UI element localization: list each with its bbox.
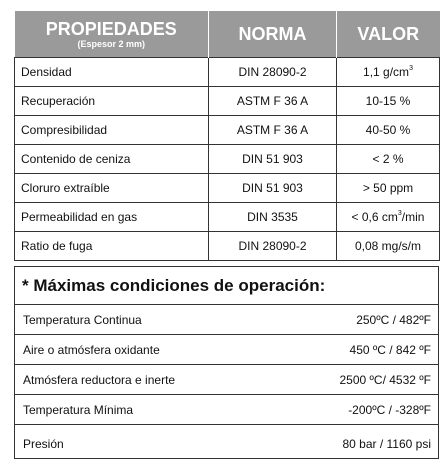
table-row: Cloruro extraíble DIN 51 903 > 50 ppm bbox=[14, 173, 440, 203]
row-valor: 1,1 g/cm3 bbox=[336, 57, 440, 87]
row-norma: ASTM F 36 A bbox=[208, 115, 337, 145]
row-norma: ASTM F 36 A bbox=[208, 86, 337, 116]
row-valor: < 2 % bbox=[336, 144, 440, 174]
list-item: Presión 80 bar / 1160 psi bbox=[15, 425, 438, 463]
operating-conditions-box: * Máximas condiciones de operación: Temp… bbox=[14, 266, 439, 459]
condition-value: 250ºC / 482ºF bbox=[356, 312, 431, 327]
condition-label: Presión bbox=[23, 437, 64, 451]
header-propiedades: PROPIEDADES (Espesor 2 mm) bbox=[14, 11, 209, 58]
condition-label: Aire o atmósfera oxidante bbox=[23, 342, 160, 357]
row-valor: < 0,6 cm3/min bbox=[336, 202, 440, 232]
row-valor-unit: /min bbox=[401, 210, 425, 224]
list-item: Temperatura Continua 250ºC / 482ºF bbox=[15, 305, 438, 335]
row-valor: > 50 ppm bbox=[336, 173, 440, 203]
list-item: Atmósfera reductora e inerte 2500 ºC/ 45… bbox=[15, 365, 438, 395]
properties-table: PROPIEDADES (Espesor 2 mm) NORMA VALOR D… bbox=[14, 11, 440, 261]
row-valor: 10-15 % bbox=[336, 86, 440, 116]
row-property: Recuperación bbox=[14, 86, 209, 116]
list-item: Aire o atmósfera oxidante 450 ºC / 842 º… bbox=[15, 335, 438, 365]
row-property: Cloruro extraíble bbox=[14, 173, 209, 203]
header-norma: NORMA bbox=[208, 11, 337, 58]
condition-label: Temperatura Mínima bbox=[23, 402, 134, 417]
header-espesor-note: (Espesor 2 mm) bbox=[77, 38, 146, 49]
condition-value: 450 ºC / 842 ºF bbox=[349, 342, 431, 357]
table-row: Densidad DIN 28090-2 1,1 g/cm3 bbox=[14, 57, 440, 87]
row-valor: 0,08 mg/s/m bbox=[336, 231, 440, 261]
row-valor-text: < 2 % bbox=[372, 152, 404, 166]
row-norma: DIN 28090-2 bbox=[208, 57, 337, 87]
table-row: Ratio de fuga DIN 28090-2 0,08 mg/s/m bbox=[14, 231, 440, 261]
row-property: Compresibilidad bbox=[14, 115, 209, 145]
list-item: Temperatura Mínima -200ºC / -328ºF bbox=[15, 395, 438, 425]
condition-value: 2500 ºC/ 4532 ºF bbox=[339, 372, 432, 387]
row-valor-text: > 50 ppm bbox=[362, 181, 414, 195]
row-norma: DIN 3535 bbox=[208, 202, 337, 232]
row-valor-text: 40-50 % bbox=[365, 123, 411, 137]
row-norma: DIN 51 903 bbox=[208, 144, 337, 174]
row-property: Contenido de ceniza bbox=[14, 144, 209, 174]
row-property: Densidad bbox=[14, 57, 209, 87]
row-property: Ratio de fuga bbox=[14, 231, 209, 261]
row-norma: DIN 28090-2 bbox=[208, 231, 337, 261]
row-valor-text: 10-15 % bbox=[365, 94, 411, 108]
header-propiedades-label: PROPIEDADES bbox=[45, 18, 177, 39]
row-valor-exponent: 3 bbox=[409, 65, 413, 72]
condition-value: -200ºC / -328ºF bbox=[348, 402, 431, 417]
row-valor: 40-50 % bbox=[336, 115, 440, 145]
table-row: Recuperación ASTM F 36 A 10-15 % bbox=[14, 86, 440, 116]
row-property: Permeabilidad en gas bbox=[14, 202, 209, 232]
operating-conditions-title: * Máximas condiciones de operación: bbox=[15, 267, 438, 305]
table-header-row: PROPIEDADES (Espesor 2 mm) NORMA VALOR bbox=[14, 11, 440, 58]
table-row: Permeabilidad en gas DIN 3535 < 0,6 cm3/… bbox=[14, 202, 440, 232]
table-row: Contenido de ceniza DIN 51 903 < 2 % bbox=[14, 144, 440, 174]
row-valor-text: 0,08 mg/s/m bbox=[354, 239, 422, 253]
condition-value: 80 bar / 1160 psi bbox=[342, 437, 431, 451]
condition-label: Atmósfera reductora e inerte bbox=[23, 372, 176, 387]
row-valor-text: 1,1 g/cm bbox=[363, 65, 410, 79]
header-valor: VALOR bbox=[336, 11, 440, 58]
row-valor-exponent: 3 bbox=[397, 210, 402, 217]
condition-label: Temperatura Continua bbox=[23, 312, 142, 327]
row-valor-text: < 0,6 cm bbox=[351, 210, 398, 224]
row-norma: DIN 51 903 bbox=[208, 173, 337, 203]
table-row: Compresibilidad ASTM F 36 A 40-50 % bbox=[14, 115, 440, 145]
